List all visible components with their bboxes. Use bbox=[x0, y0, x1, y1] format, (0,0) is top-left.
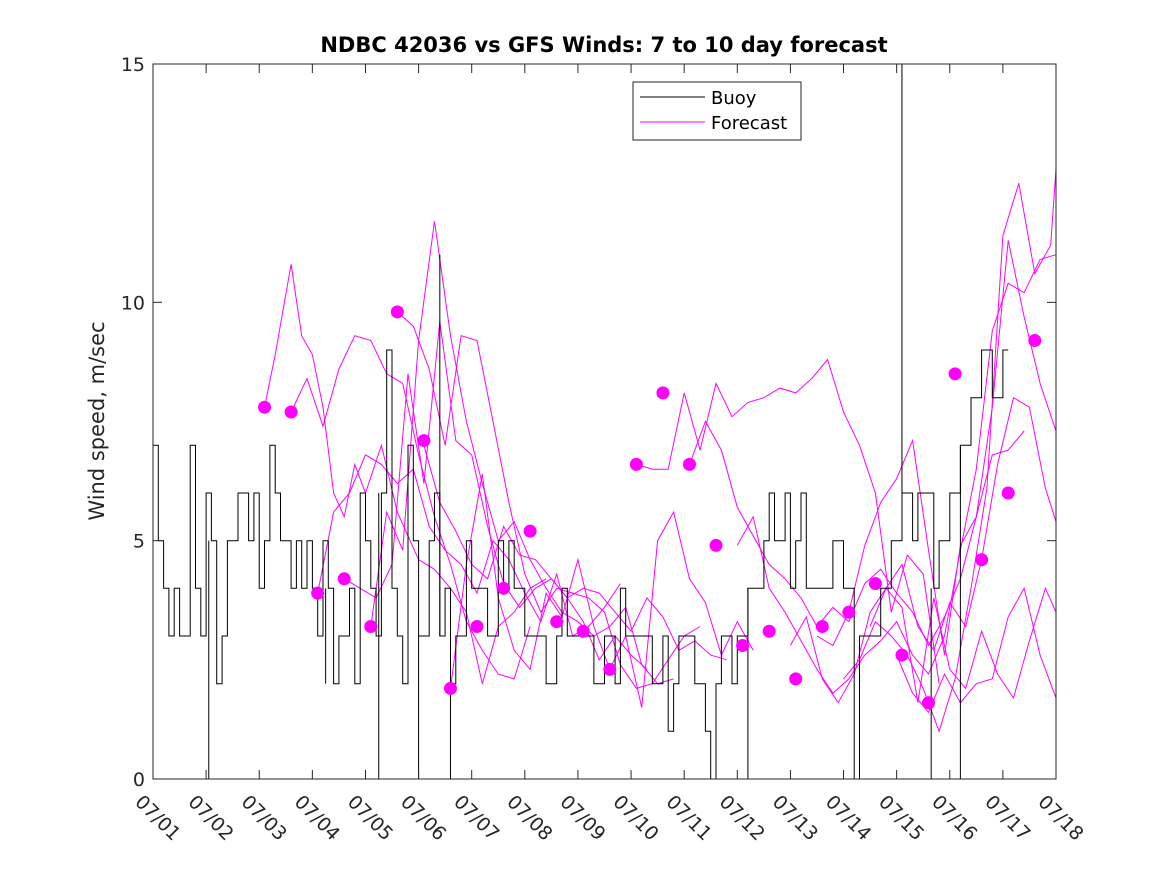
plot-frame bbox=[152, 63, 1057, 780]
forecast-markers bbox=[258, 305, 1042, 710]
forecast-run-line bbox=[869, 586, 1057, 703]
forecast-point bbox=[550, 615, 564, 629]
forecast-run-line bbox=[343, 321, 648, 670]
forecast-run-line bbox=[290, 335, 531, 680]
forecast-run-line bbox=[689, 420, 1025, 647]
chart-title: NDBC 42036 vs GFS Winds: 7 to 10 day for… bbox=[320, 33, 887, 57]
forecast-point bbox=[789, 672, 803, 686]
forecast-point bbox=[470, 619, 484, 633]
forecast-point bbox=[922, 696, 936, 710]
forecast-point bbox=[523, 524, 537, 538]
forecast-run-line bbox=[396, 311, 701, 689]
forecast-point bbox=[364, 619, 378, 633]
legend-forecast-label: Forecast bbox=[711, 113, 787, 134]
forecast-point bbox=[497, 581, 511, 595]
forecast-point bbox=[390, 305, 404, 319]
forecast-run-line bbox=[450, 473, 754, 708]
forecast-point bbox=[284, 405, 298, 419]
buoy-series bbox=[153, 64, 1009, 780]
y-tick-label: 10 bbox=[121, 292, 145, 314]
plot-area: 07/0107/0207/0307/0407/0507/0607/0707/08… bbox=[121, 54, 1088, 845]
forecast-run-line bbox=[636, 358, 940, 684]
legend-buoy-label: Buoy bbox=[711, 88, 757, 109]
y-axis-label: Wind speed, m/sec bbox=[85, 321, 109, 520]
forecast-point bbox=[417, 434, 431, 448]
forecast-point bbox=[948, 367, 962, 381]
forecast-point bbox=[975, 553, 989, 567]
forecast-point bbox=[629, 457, 643, 471]
forecast-point bbox=[311, 586, 325, 600]
legend-box bbox=[632, 81, 802, 141]
forecast-run-line bbox=[370, 221, 674, 685]
forecast-point bbox=[709, 538, 723, 552]
forecast-point bbox=[815, 619, 829, 633]
forecast-point bbox=[895, 648, 909, 662]
forecast-run-line bbox=[317, 454, 621, 637]
forecast-point bbox=[842, 605, 856, 619]
legend: Buoy Forecast bbox=[632, 81, 802, 141]
forecast-point bbox=[1028, 333, 1042, 347]
forecast-series bbox=[264, 168, 1057, 733]
forecast-point bbox=[443, 681, 457, 695]
y-tick-label: 5 bbox=[133, 531, 145, 553]
forecast-point bbox=[603, 662, 617, 676]
buoy-line bbox=[153, 349, 1009, 780]
forecast-run-line bbox=[789, 396, 1057, 704]
forecast-point bbox=[736, 639, 750, 653]
forecast-run-line bbox=[423, 445, 727, 661]
y-tick-label: 0 bbox=[133, 769, 145, 791]
forecast-point bbox=[337, 572, 351, 586]
forecast-point bbox=[682, 457, 696, 471]
y-axis: 0 5 10 15 bbox=[121, 54, 1056, 791]
forecast-point bbox=[656, 386, 670, 400]
forecast-point bbox=[1001, 486, 1015, 500]
forecast-run-line bbox=[816, 240, 1057, 656]
forecast-point bbox=[576, 624, 590, 638]
forecast-run-line bbox=[264, 264, 547, 684]
y-tick-label: 15 bbox=[121, 54, 145, 76]
forecast-point bbox=[868, 577, 882, 591]
forecast-point bbox=[762, 624, 776, 638]
forecast-point bbox=[258, 400, 272, 414]
